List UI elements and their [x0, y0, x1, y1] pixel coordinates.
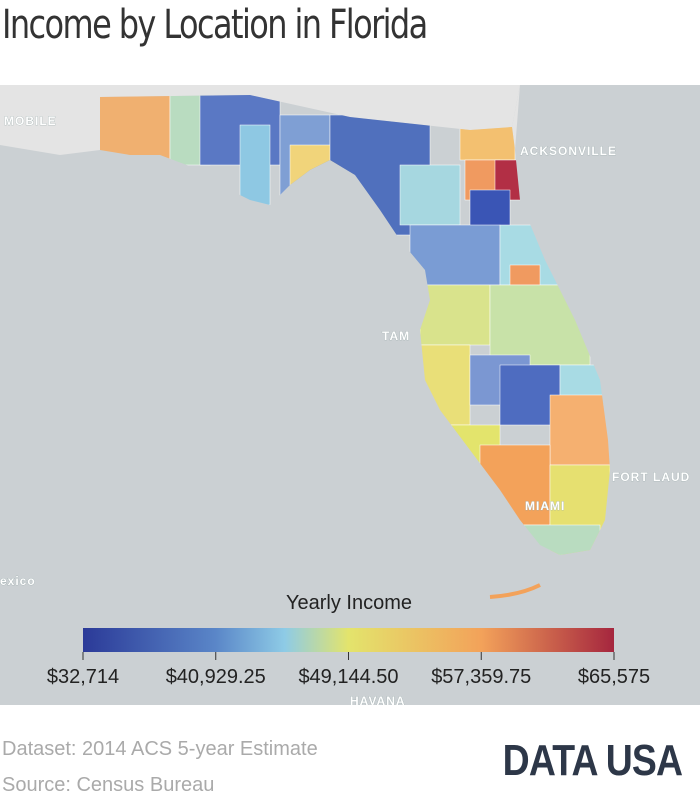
- place-label: MOBILE: [4, 114, 57, 128]
- legend-title: Yearly Income: [286, 592, 412, 614]
- tick-label: $32,714: [47, 666, 119, 688]
- place-label: TAM: [382, 329, 410, 343]
- land: [0, 85, 700, 155]
- tick-label: $49,144.50: [298, 666, 398, 688]
- place-label: HAVANA: [350, 694, 406, 705]
- keys: [489, 583, 541, 599]
- title: Income by Location in Florida: [2, 2, 428, 48]
- color-bar: [83, 628, 614, 652]
- place-label: FORT LAUD: [612, 470, 690, 484]
- logo: DATA USA: [502, 736, 683, 785]
- dataset-note: Dataset: 2014 ACS 5-year Estimate: [2, 738, 318, 760]
- tick-label: $65,575: [578, 666, 650, 688]
- place-label: MIAMI: [525, 499, 565, 513]
- legend-ticks: $32,714 $40,929.25 $49,144.50 $57,359.75 $65…: [47, 652, 650, 688]
- source-note: Source: Census Bureau: [2, 774, 215, 796]
- map: MOBILE ACKSONVILLE TAM FORT LAUD MIAMI e…: [0, 85, 700, 705]
- tick-label: $57,359.75: [431, 666, 531, 688]
- place-label: ACKSONVILLE: [520, 144, 617, 158]
- place-label: exico: [0, 574, 36, 588]
- tick-label: $40,929.25: [166, 666, 266, 688]
